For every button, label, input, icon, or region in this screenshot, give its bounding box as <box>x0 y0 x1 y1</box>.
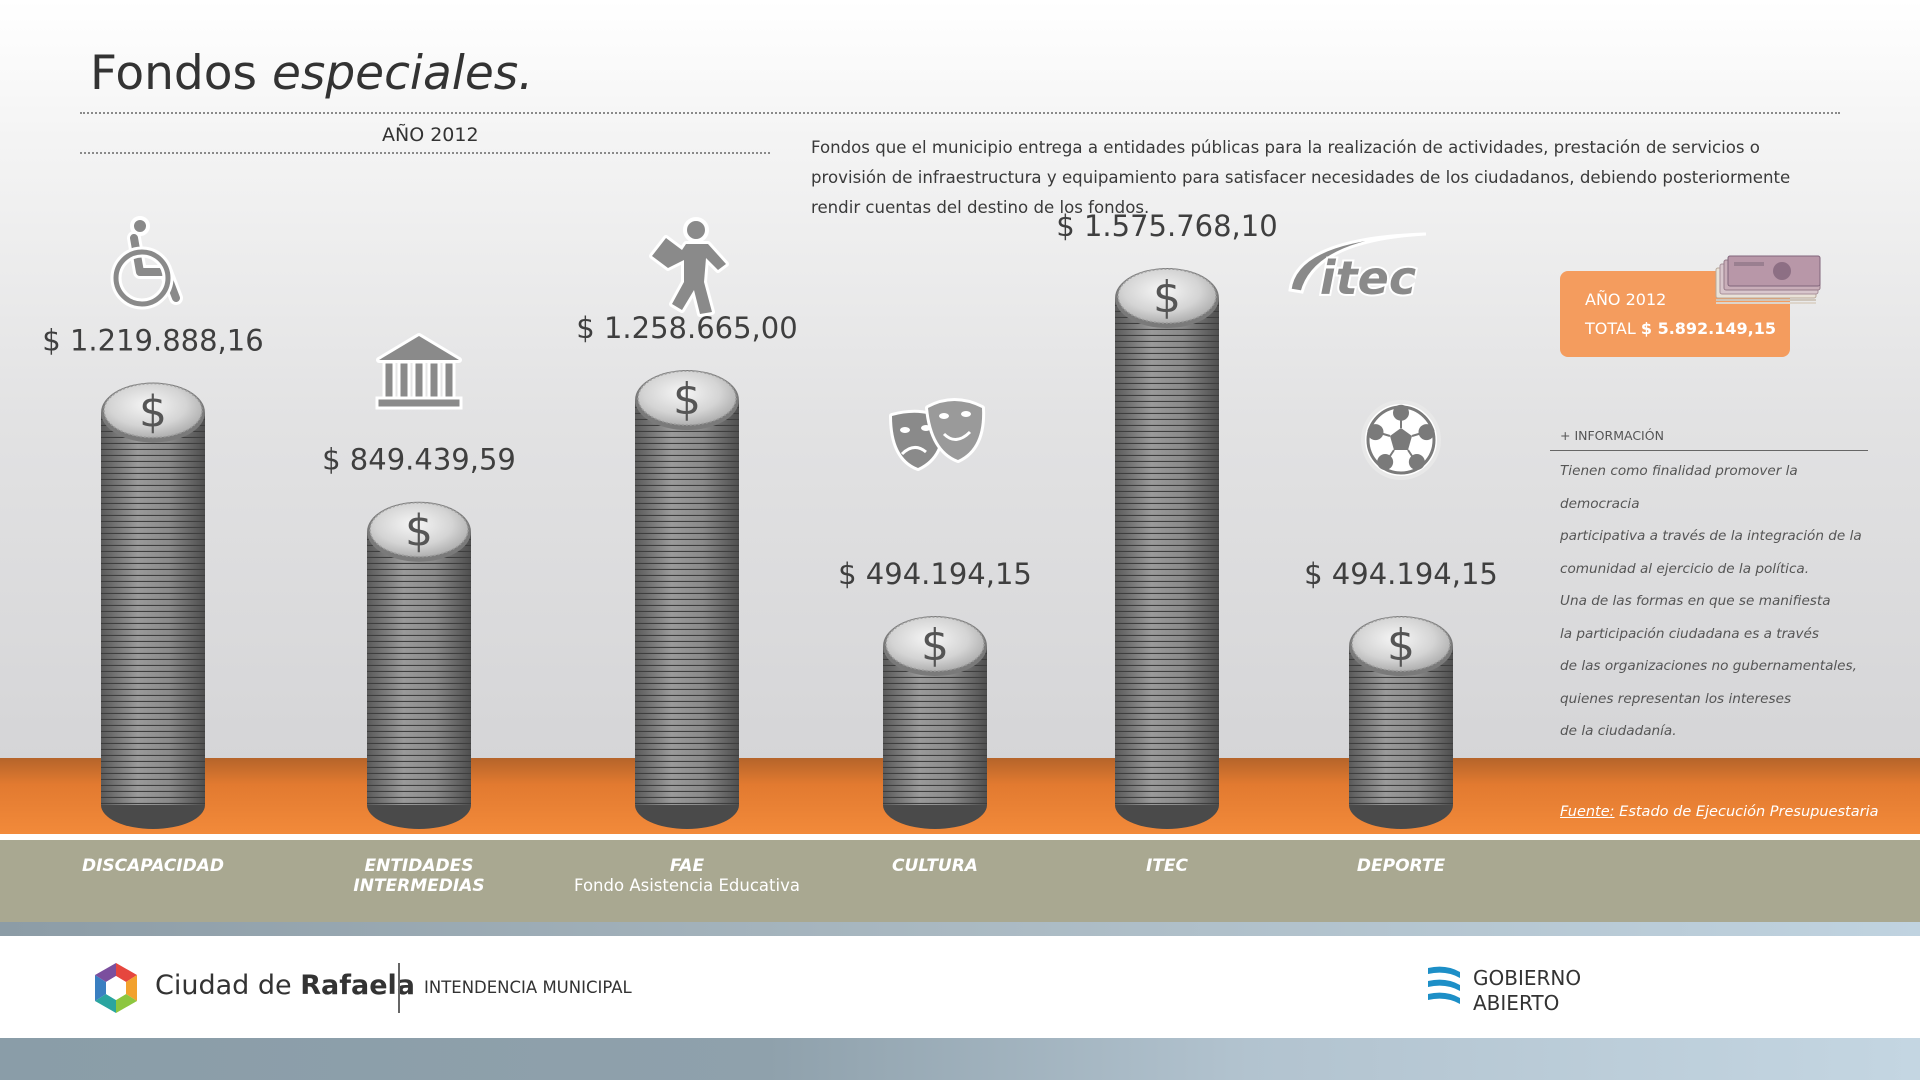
value-label: $ 1.219.888,16 <box>42 324 263 358</box>
year-divider <box>80 152 770 154</box>
category-label: ENTIDADES <box>365 856 474 876</box>
coin-stack-discapacidad: $ <box>101 382 205 829</box>
student-icon <box>649 217 729 317</box>
page-title: Fondos especiales. <box>90 46 534 101</box>
coin-stack-deporte: $ <box>1349 615 1453 829</box>
category-label: INTERMEDIAS <box>353 876 484 896</box>
bottom-strip <box>0 1038 1920 1080</box>
gobierno-abierto-text: GOBIERNO ABIERTO <box>1473 966 1582 1015</box>
itec-logo-text: itec <box>1320 251 1416 305</box>
coin-dollar-symbol: $ <box>405 506 433 557</box>
value-label: $ 494.194,15 <box>1304 557 1498 591</box>
itec-logo-icon: itec <box>1288 232 1427 307</box>
category-label: FAE <box>670 856 705 876</box>
coin-dollar-symbol: $ <box>673 374 701 425</box>
value-label: $ 494.194,15 <box>838 557 1032 591</box>
info-text: Tienen como finalidad promover la democr… <box>1560 463 1862 739</box>
year-label: AÑO 2012 <box>382 124 479 146</box>
blue-strip <box>0 922 1920 936</box>
wheelchair-icon <box>110 216 183 310</box>
category-label: DISCAPACIDAD <box>82 856 224 876</box>
soccer-ball-icon <box>1361 400 1441 480</box>
description-text: Fondos que el municipio entrega a entida… <box>811 138 1791 217</box>
page-title-italic: especiales. <box>271 46 534 101</box>
city-name: Ciudad de Rafaela <box>155 970 415 1001</box>
institution-icon <box>375 333 463 410</box>
coin-stack-cultura: $ <box>883 615 987 829</box>
theater-masks-icon <box>889 398 986 471</box>
footer-separator <box>398 963 400 1013</box>
category-label: CULTURA <box>892 856 978 876</box>
coin-dollar-symbol: $ <box>1387 620 1415 671</box>
total-amount: TOTAL $ 5.892.149,15 <box>1585 319 1776 338</box>
coin-dollar-symbol: $ <box>139 387 167 438</box>
band-divider <box>0 834 1920 840</box>
footer <box>0 936 1920 1038</box>
category-subtitle: Fondo Asistencia Educativa <box>574 876 800 895</box>
source-note: Fuente: Estado de Ejecución Presupuestar… <box>1560 804 1879 820</box>
info-heading: + INFORMACIÓN <box>1560 428 1664 443</box>
info-divider <box>1550 450 1868 451</box>
rafaela-logo-icon <box>95 963 137 1013</box>
value-label: $ 1.575.768,10 <box>1056 209 1277 243</box>
banknotes-icon <box>1715 255 1821 304</box>
total-year: AÑO 2012 <box>1585 290 1667 309</box>
total-value: $ 5.892.149,15 <box>1640 319 1776 338</box>
title-divider <box>80 112 1840 114</box>
coin-stack-itec: $ <box>1115 268 1219 829</box>
gobierno-abierto-icon <box>1428 966 1460 1004</box>
coin-dollar-symbol: $ <box>921 620 949 671</box>
coin-dollar-symbol: $ <box>1153 272 1181 323</box>
coin-stack-entidades-intermedias: $ <box>367 501 471 829</box>
category-label: ITEC <box>1146 856 1189 876</box>
intendencia-label: INTENDENCIA MUNICIPAL <box>424 978 632 997</box>
category-band <box>0 840 1920 922</box>
coin-stack-fae: $ <box>635 370 739 829</box>
category-label: DEPORTE <box>1357 856 1446 876</box>
value-label: $ 849.439,59 <box>322 443 516 477</box>
value-label: $ 1.258.665,00 <box>576 311 797 345</box>
